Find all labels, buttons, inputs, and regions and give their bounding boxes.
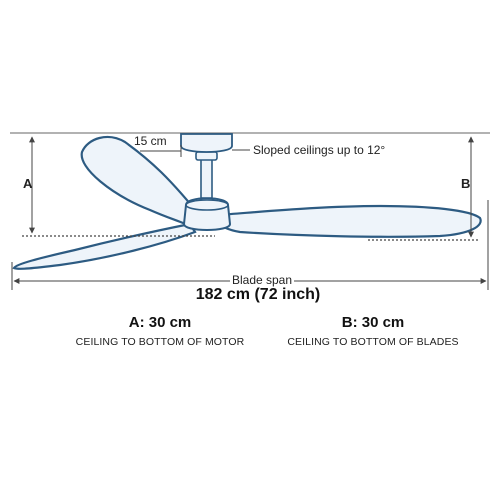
a-letter: A [23, 176, 33, 191]
blade-span-label: Blade span [231, 273, 293, 287]
fan-blade-lower [12, 222, 197, 270]
b-letter: B [461, 176, 471, 191]
measurement-a-value: A: 30 cm [128, 314, 192, 331]
fan-canopy [180, 133, 233, 153]
blade-span-value: 182 cm (72 inch) [195, 286, 321, 303]
measurement-b-desc: CEILING TO BOTTOM OF BLADES [287, 336, 459, 348]
sloped-ceiling-label: Sloped ceilings up to 12° [253, 143, 386, 157]
motor-band [185, 199, 229, 211]
measurement-b-value: B: 30 cm [341, 314, 405, 331]
fan-downrod [200, 155, 213, 199]
rod-collar [195, 151, 218, 161]
fan-motor [182, 197, 232, 231]
fan-blade-left [80, 135, 207, 228]
measurement-a-desc: CEILING TO BOTTOM OF MOTOR [75, 336, 245, 348]
fan-blade-right [216, 204, 482, 238]
offset-label: 15 cm [134, 134, 167, 148]
